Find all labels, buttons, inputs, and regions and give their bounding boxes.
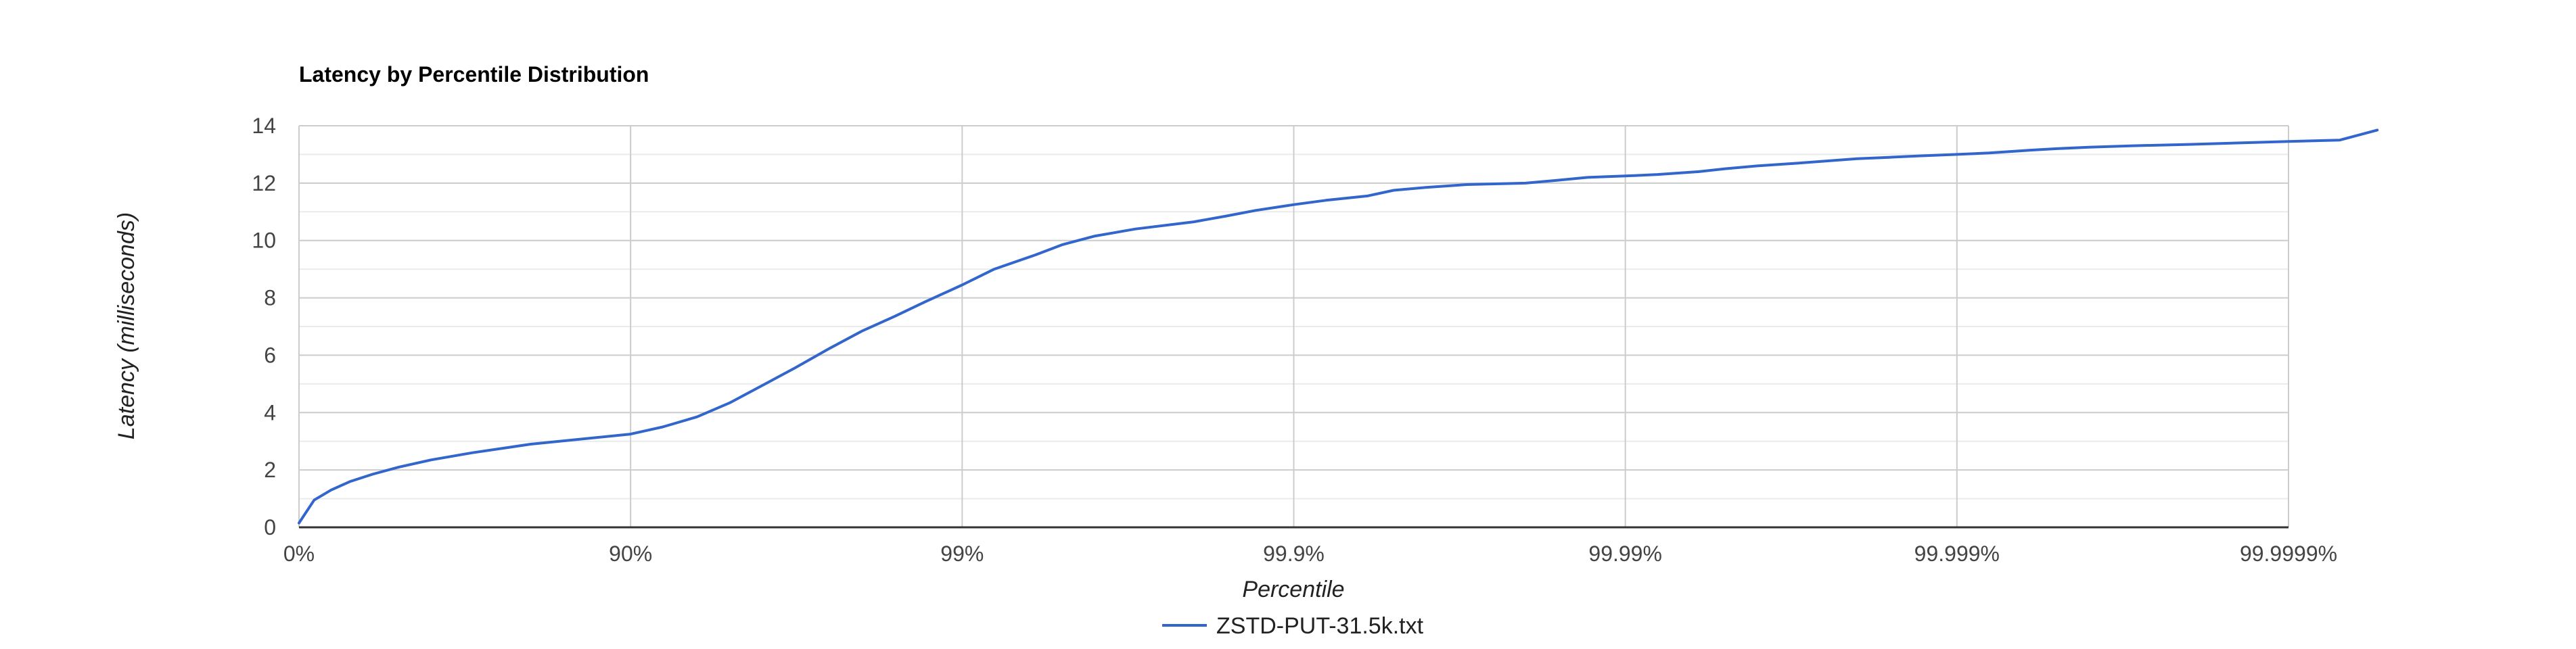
x-tick-label: 90% (609, 542, 652, 566)
x-tick-labels: 0% 90% 99% 99.9% 99.99% 99.999% 99.9999% (283, 542, 2337, 566)
series-line (298, 128, 2379, 525)
legend: ZSTD-PUT-31.5k.txt (1162, 613, 1424, 639)
x-tick-label: 99% (940, 542, 984, 566)
y-tick-label: 10 (252, 229, 276, 253)
x-axis-label: Percentile (1242, 577, 1344, 602)
y-tick-label: 14 (252, 114, 276, 138)
y-tick-label: 6 (264, 343, 276, 367)
y-tick-labels: 0 2 4 6 8 10 12 14 (252, 114, 276, 539)
series-lines (298, 128, 2379, 525)
y-tick-label: 2 (264, 458, 276, 482)
x-tick-label: 99.9999% (2240, 542, 2337, 566)
x-tick-label: 0% (283, 542, 315, 566)
grid-lines (298, 125, 2289, 529)
x-tick-label: 99.999% (1914, 542, 2000, 566)
x-tick-label: 99.99% (1588, 542, 1662, 566)
chart-title: Latency by Percentile Distribution (299, 62, 649, 87)
y-tick-label: 0 (264, 515, 276, 539)
y-axis-label: Latency (milliseconds) (114, 212, 139, 439)
legend-label: ZSTD-PUT-31.5k.txt (1216, 613, 1424, 639)
y-tick-label: 4 (264, 400, 276, 425)
y-tick-label: 12 (252, 171, 276, 195)
y-tick-label: 8 (264, 286, 276, 310)
x-tick-label: 99.9% (1263, 542, 1325, 566)
